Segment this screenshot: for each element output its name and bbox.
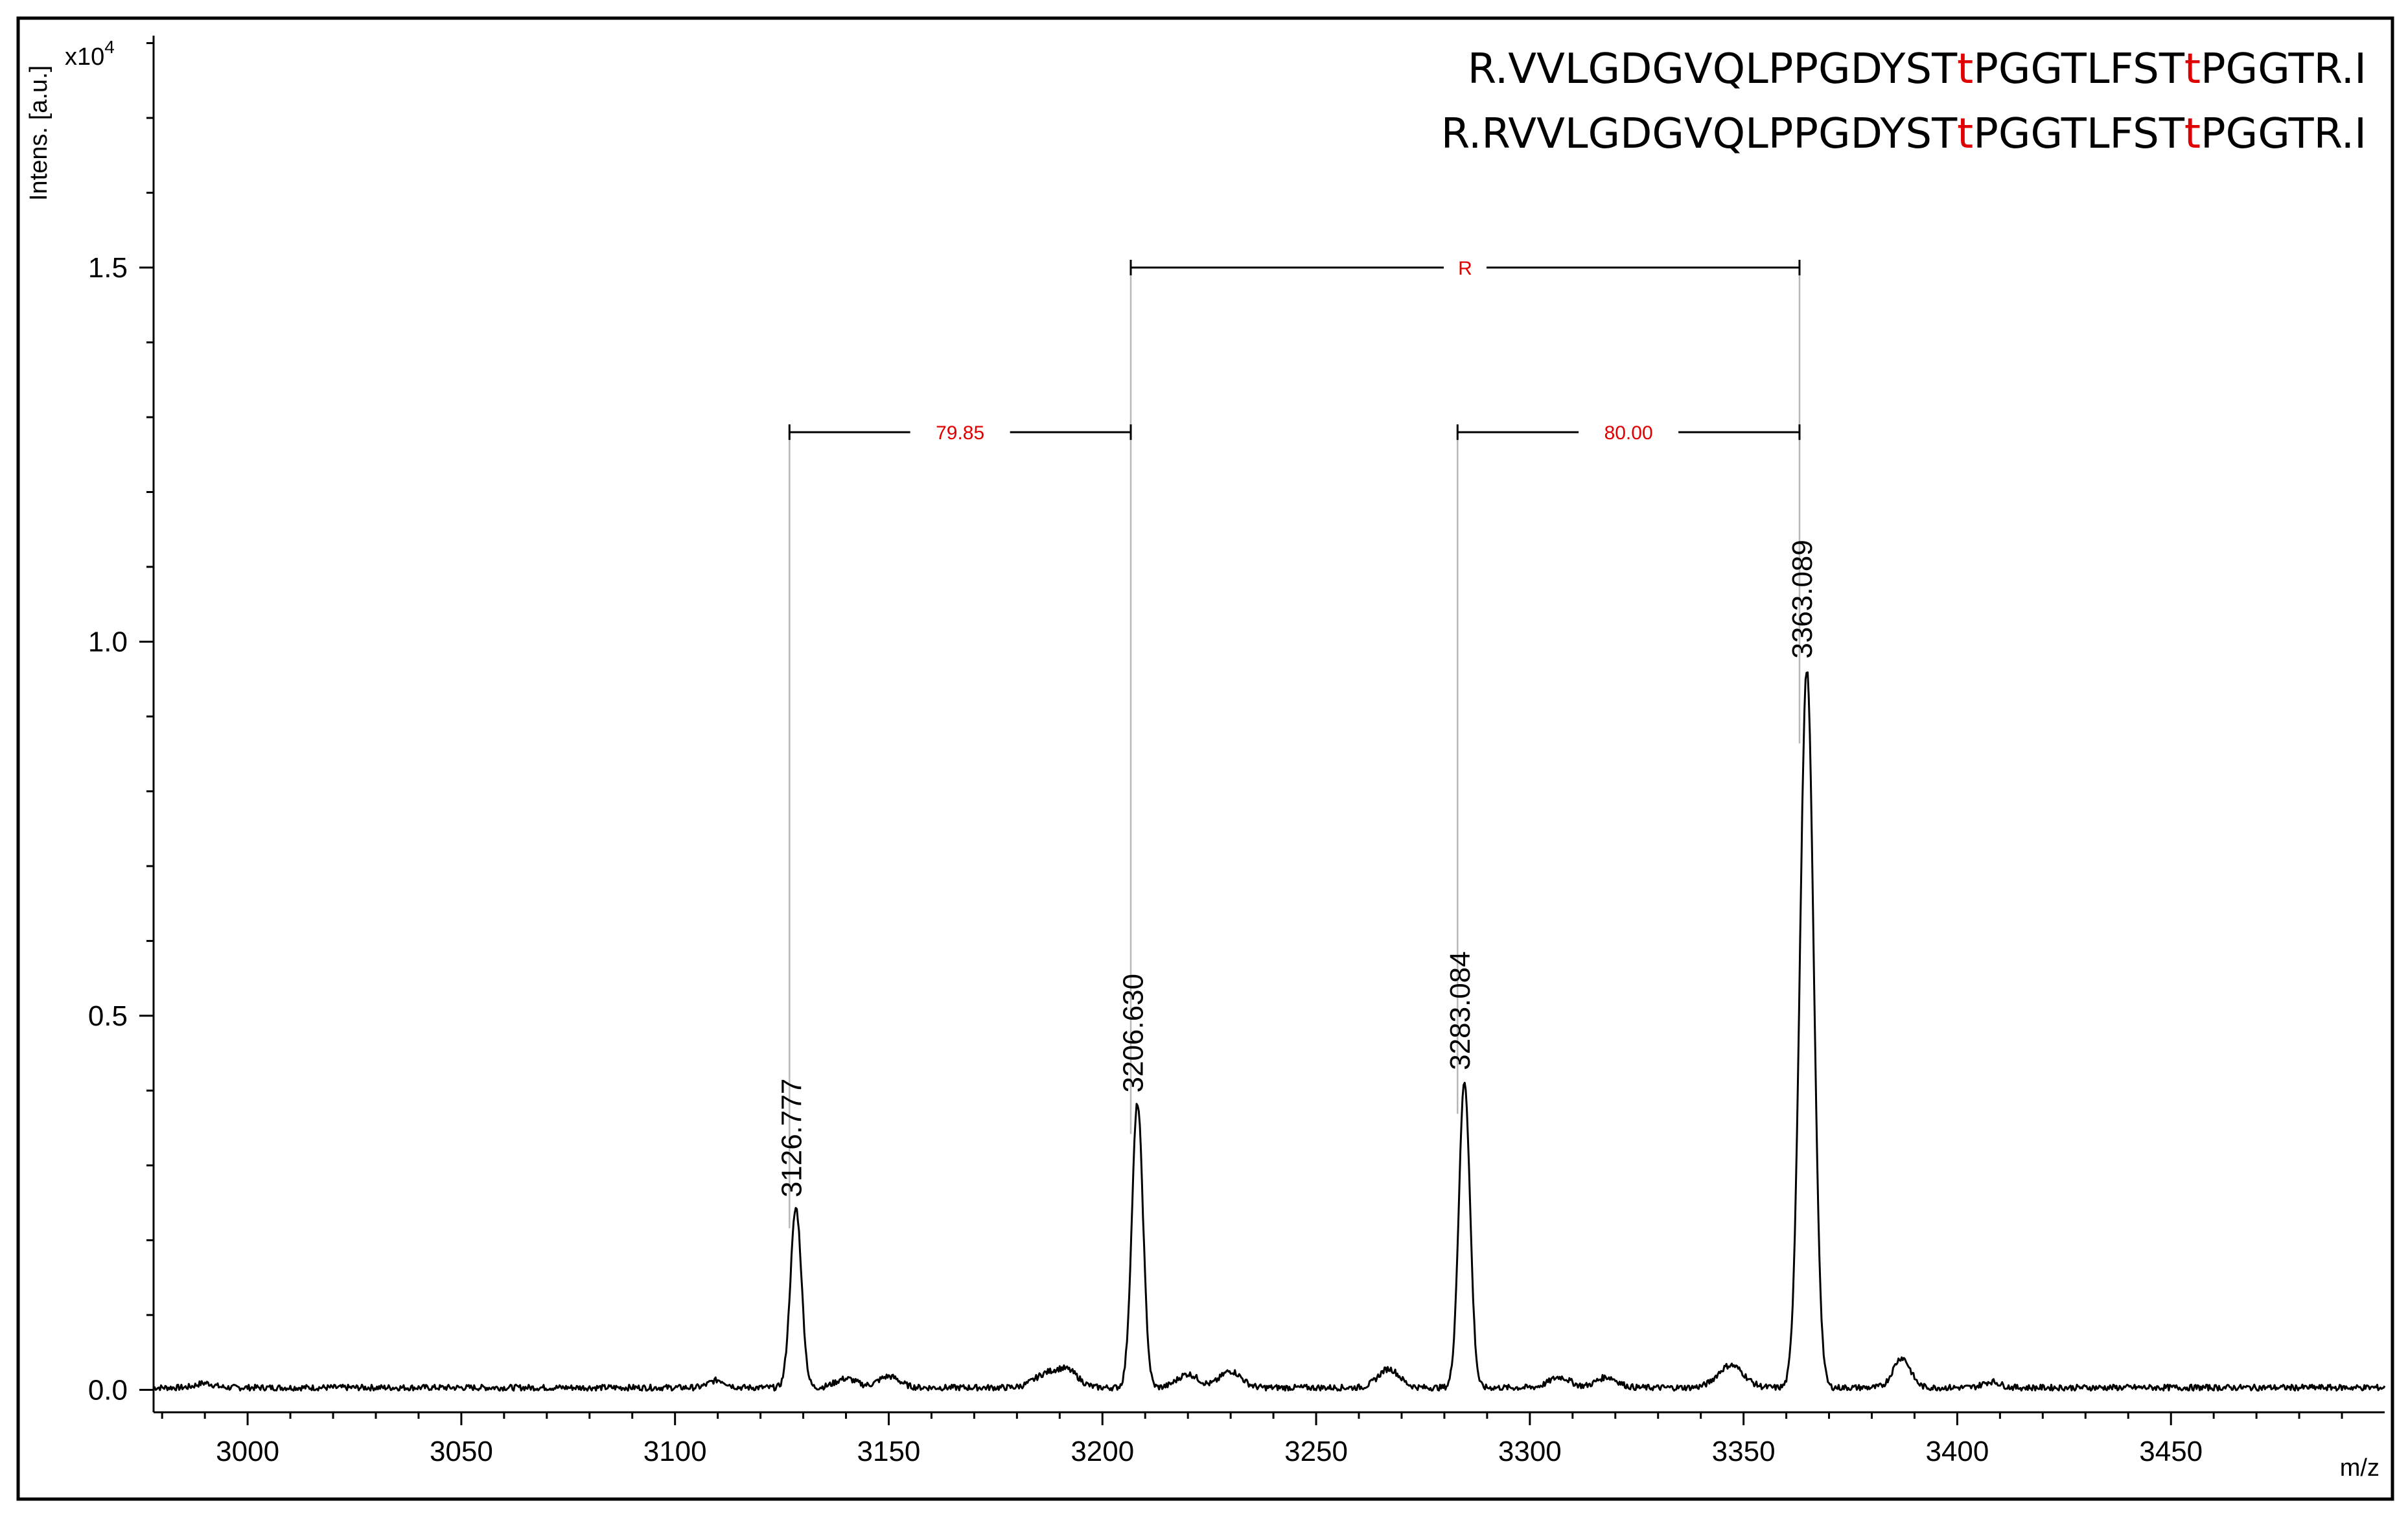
peptide-sequence: R.RVVLGDGVQLPPGDYSTtPGGTLFSTtPGGTR.I bbox=[1441, 110, 2367, 158]
chart-frame bbox=[16, 16, 2394, 1501]
x-tick-label: 3200 bbox=[1071, 1436, 1134, 1467]
x-tick-label: 3450 bbox=[2139, 1436, 2203, 1467]
sequence-segment: PGGTLFST bbox=[1973, 110, 2185, 158]
peak-guide-lines bbox=[789, 268, 1801, 1228]
y-tick-label: 0.0 bbox=[88, 1374, 128, 1406]
modified-residue: t bbox=[1957, 110, 1973, 158]
modified-residue: t bbox=[2184, 110, 2201, 158]
peptide-sequence: R.VVLGDGVQLPPGDYSTtPGGTLFSTtPGGTR.I bbox=[1468, 45, 2367, 93]
x-ticks: 3000 3050 3100 3150 3200 3250 3300 3350 3400 3450 bbox=[161, 1412, 2343, 1467]
modified-residue: t bbox=[2184, 45, 2201, 93]
x-axis-title: m/z bbox=[2340, 1454, 2379, 1482]
sequence-segment: PGGTLFST bbox=[1973, 45, 2185, 93]
peak-label: 3206.630 bbox=[1117, 974, 1149, 1093]
modified-residue: t bbox=[1957, 45, 1973, 93]
peak-labels: 3126.777 3206.630 3283.084 3363.089 bbox=[776, 540, 1818, 1197]
mass-difference-annotations: 79.85 80.00 R bbox=[788, 258, 1801, 444]
x-tick-label: 3350 bbox=[1712, 1436, 1776, 1467]
y-tick-label: 1.5 bbox=[88, 252, 128, 284]
x-tick-label: 3150 bbox=[857, 1436, 921, 1467]
y-axis-title: Intens. [a.u.] bbox=[25, 65, 52, 201]
y-axis-multiplier: x104 bbox=[65, 37, 115, 71]
peak-label: 3363.089 bbox=[1787, 540, 1818, 659]
y-tick-label: 1.0 bbox=[88, 626, 128, 658]
peptide-sequences: R.VVLGDGVQLPPGDYSTtPGGTLFSTtPGGTR.IR.RVV… bbox=[1441, 45, 2367, 158]
x-tick-label: 3400 bbox=[1925, 1436, 1989, 1467]
y-tick-label: 0.5 bbox=[88, 1000, 128, 1032]
sequence-segment: PGGTR.I bbox=[2201, 110, 2367, 158]
peak-label: 3283.084 bbox=[1444, 951, 1476, 1070]
sequence-segment: R.RVVLGDGVQLPPGDYST bbox=[1441, 110, 1958, 158]
y-ticks: 0.0 0.5 1.0 1.5 bbox=[88, 42, 154, 1406]
x-tick-label: 3050 bbox=[430, 1436, 493, 1467]
peak-label: 3126.777 bbox=[776, 1079, 807, 1198]
mass-difference-label: R bbox=[1458, 258, 1472, 279]
x-tick-label: 3000 bbox=[216, 1436, 279, 1467]
mass-difference-label: 79.85 bbox=[936, 422, 984, 444]
sequence-segment: PGGTR.I bbox=[2201, 45, 2367, 93]
x-tick-label: 3250 bbox=[1284, 1436, 1348, 1467]
x-tick-label: 3100 bbox=[643, 1436, 707, 1467]
mass-difference-label: 80.00 bbox=[1604, 422, 1653, 444]
spectrum-line bbox=[153, 671, 2386, 1392]
sequence-segment: R.VVLGDGVQLPPGDYST bbox=[1468, 45, 1958, 93]
x-tick-label: 3300 bbox=[1498, 1436, 1562, 1467]
